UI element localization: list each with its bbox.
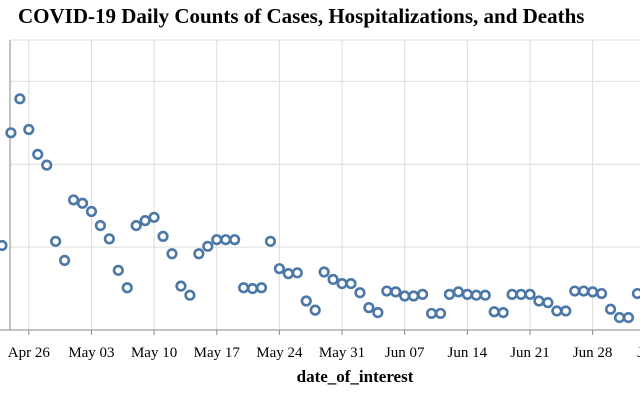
data-point [318,266,330,278]
data-point [273,263,286,275]
data-point [524,288,536,300]
data-point [291,267,303,279]
data-point [434,307,447,320]
x-tick-label: Apr 26 [8,345,51,361]
data-point [166,248,178,260]
data-point [354,287,366,299]
data-point [587,286,599,298]
data-point [443,288,456,300]
data-point [506,288,518,300]
data-point [542,297,554,309]
data-point [184,289,196,301]
data-point [238,282,250,294]
x-axis-ticks: Apr 26 May 03 May 10 May 17 May 24 May 31 Jun … [8,330,640,361]
data-point [622,311,635,324]
data-point [372,307,384,319]
data-point [130,220,142,232]
data-point [148,211,160,223]
data-point [211,234,223,246]
data-point [50,235,62,247]
data-point [14,93,26,105]
grid-lines [10,39,640,330]
data-point [452,286,465,298]
data-point [246,282,259,295]
x-tick-label: May 17 [194,345,241,361]
data-point [94,220,106,232]
data-point [578,285,590,297]
data-point [613,311,626,324]
data-point [417,288,429,300]
data-points [0,93,640,324]
x-tick-label: Jun 28 [573,345,613,361]
x-tick-label: Jun 14 [448,345,488,361]
data-point [300,295,312,307]
data-point [103,233,115,245]
data-point [202,240,214,252]
x-tick-label: Jun 21 [510,345,550,361]
data-point [363,302,375,314]
data-point [0,239,8,252]
data-point [345,278,357,290]
data-point [470,289,482,301]
data-point [282,268,294,280]
data-point [193,248,205,260]
data-point [390,286,402,298]
data-point [85,205,98,218]
data-point [381,285,393,297]
data-point [327,273,339,286]
data-point [569,285,581,297]
x-tick-label: May 10 [131,345,177,361]
data-point [488,306,500,318]
x-tick-label: May 24 [256,345,303,361]
data-point [425,307,438,320]
x-tick-label: Jul 05 [637,345,640,361]
data-point [32,148,44,160]
x-tick-label: Jun 07 [385,345,425,361]
data-point [560,305,572,317]
data-point [5,127,17,139]
data-point [515,288,527,300]
data-point [175,280,187,292]
data-point [399,290,411,302]
chart-title: COVID-19 Daily Counts of Cases, Hospital… [18,4,585,28]
data-point [157,230,169,242]
data-point [336,278,348,290]
data-point [112,264,124,276]
data-point [595,287,608,300]
data-point [255,282,268,294]
data-point [41,159,53,171]
data-point [121,282,133,294]
data-point [479,289,491,301]
data-point [551,305,563,317]
x-axis-title: date_of_interest [296,367,414,386]
data-point [220,234,232,246]
data-point [67,194,80,206]
data-point [533,295,545,307]
data-point [139,215,151,227]
data-point [76,197,89,209]
data-point [309,304,321,316]
data-point [23,123,35,136]
data-point [58,254,71,267]
data-point [264,235,277,247]
data-point [604,303,617,315]
x-tick-label: May 31 [319,345,365,361]
data-point [461,288,473,300]
data-point [229,234,241,246]
data-point [408,290,420,302]
data-point [631,287,640,300]
data-point [497,307,509,319]
x-tick-label: May 03 [68,345,114,361]
